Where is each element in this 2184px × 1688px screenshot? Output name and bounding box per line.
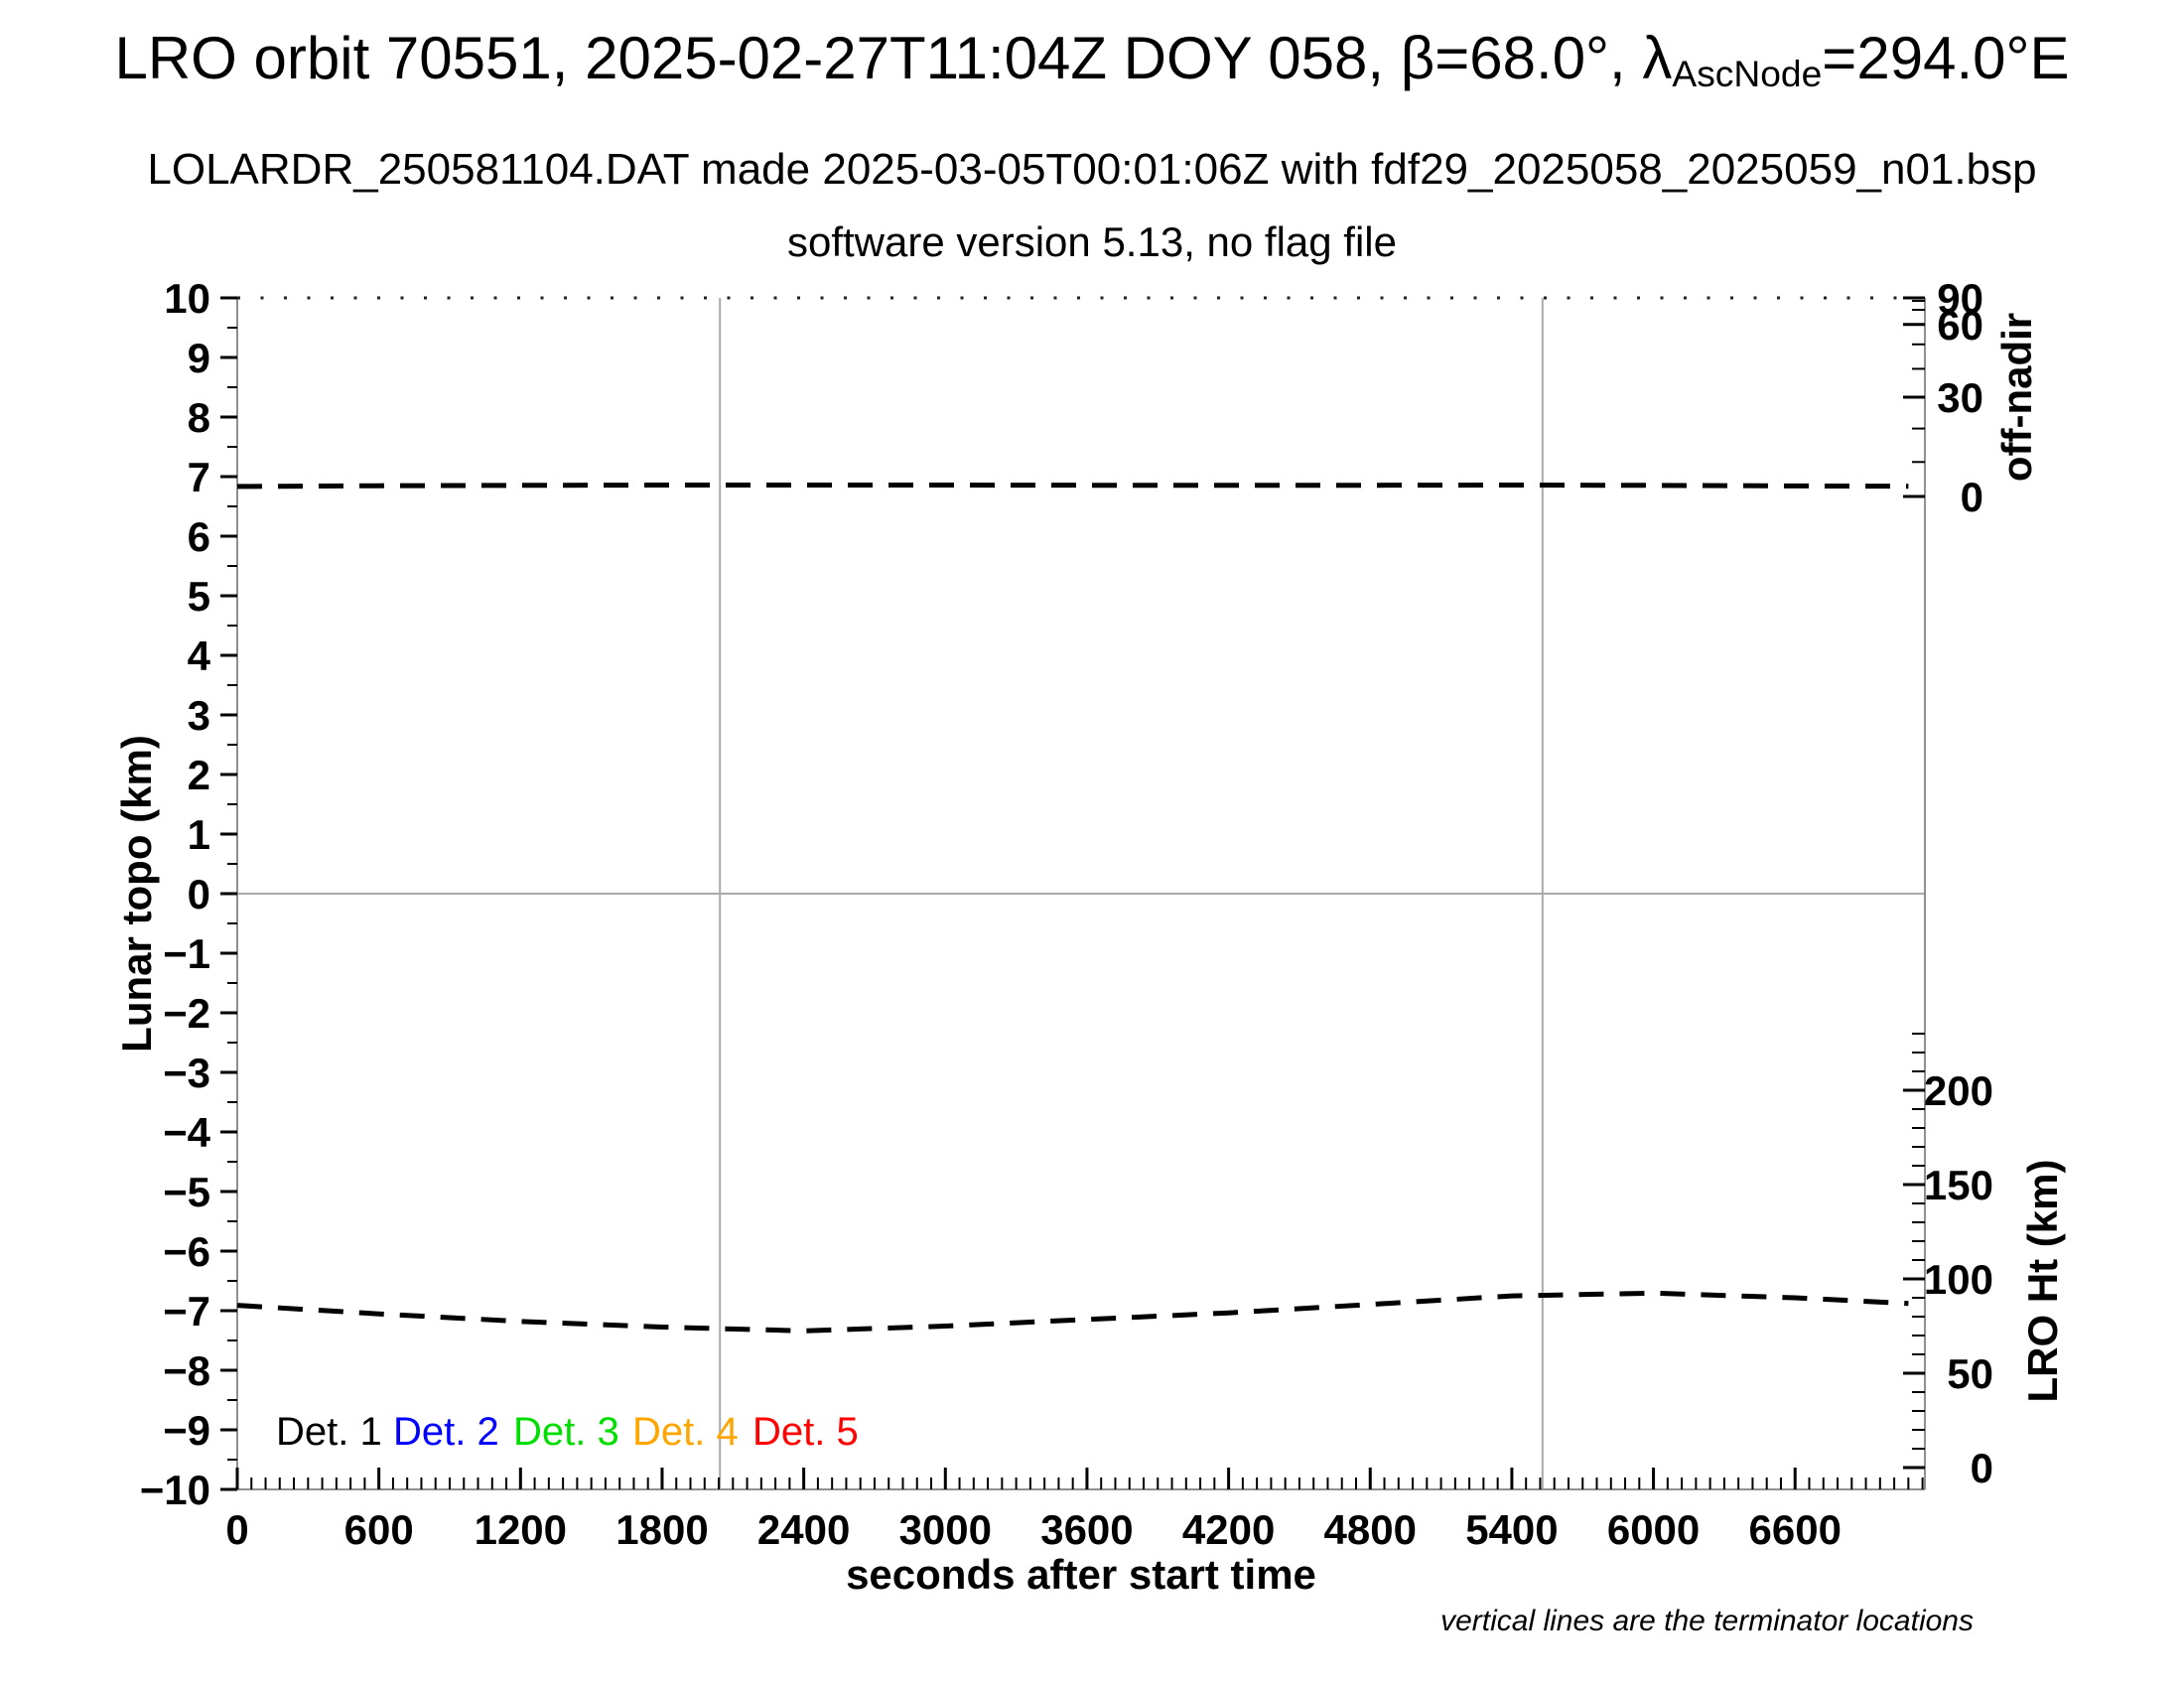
lro-ht-tick-label: 50 bbox=[1947, 1350, 1993, 1397]
y-left-tick-label: 4 bbox=[188, 633, 211, 679]
page-title: LRO orbit 70551, 2025-02-27T11:04Z DOY 0… bbox=[0, 24, 2184, 95]
off-nadir-tick-label: 0 bbox=[1961, 474, 1983, 520]
y-left-tick-label: 6 bbox=[188, 513, 210, 560]
terminator-footnote: vertical lines are the terminator locati… bbox=[1440, 1605, 1974, 1637]
title-prefix: LRO orbit 70551, 2025-02-27T11:04Z DOY 0… bbox=[114, 25, 1673, 91]
y-left-tick-label: 8 bbox=[188, 394, 210, 441]
y-left-tick-label: −9 bbox=[163, 1407, 210, 1454]
x-tick-label: 4200 bbox=[1182, 1506, 1275, 1553]
x-tick-label: 5400 bbox=[1465, 1506, 1558, 1553]
lro-ht-tick-label: 150 bbox=[1924, 1162, 1993, 1208]
x-tick-label: 1800 bbox=[615, 1506, 708, 1553]
x-tick-label: 4800 bbox=[1324, 1506, 1417, 1553]
x-tick-label: 3600 bbox=[1040, 1506, 1133, 1553]
off-nadir-tick-label: 90 bbox=[1937, 275, 1983, 322]
y-left-tick-label: 0 bbox=[188, 871, 210, 917]
x-tick-label: 6600 bbox=[1749, 1506, 1842, 1553]
y-left-tick-label: −7 bbox=[163, 1288, 210, 1335]
x-tick-label: 6000 bbox=[1607, 1506, 1700, 1553]
y-left-tick-label: 9 bbox=[188, 335, 210, 381]
y-left-tick-label: −4 bbox=[163, 1109, 211, 1156]
y-left-tick-label: −10 bbox=[140, 1467, 210, 1513]
y-left-tick-label: 3 bbox=[188, 692, 210, 739]
y-left-tick-label: 10 bbox=[164, 275, 210, 322]
y-left-tick-label: 1 bbox=[188, 811, 210, 858]
y-left-tick-label: 7 bbox=[188, 454, 210, 500]
x-tick-label: 0 bbox=[225, 1506, 248, 1553]
title-subscript: AscNode bbox=[1672, 53, 1823, 95]
y-left-tick-label: −1 bbox=[163, 930, 210, 977]
lro-ht-tick-label: 200 bbox=[1924, 1067, 1993, 1114]
off-nadir-tick-label: 30 bbox=[1937, 374, 1983, 421]
y-left-tick-label: 2 bbox=[188, 752, 210, 798]
y-left-tick-label: −5 bbox=[163, 1169, 210, 1215]
y-left-tick-label: −6 bbox=[163, 1228, 210, 1275]
x-tick-label: 2400 bbox=[757, 1506, 850, 1553]
x-tick-label: 1200 bbox=[475, 1506, 567, 1553]
x-axis-label: seconds after start time bbox=[846, 1551, 1316, 1598]
y-left-tick-label: −8 bbox=[163, 1347, 210, 1394]
software-version-line: software version 5.13, no flag file bbox=[786, 218, 1397, 265]
x-tick-label: 3000 bbox=[899, 1506, 992, 1553]
y-left-tick-label: 5 bbox=[188, 573, 210, 620]
off-nadir-angle-curve bbox=[236, 482, 1909, 490]
lro-ht-tick-label: 100 bbox=[1924, 1256, 1993, 1303]
title-suffix: =294.0°E bbox=[1822, 25, 2070, 91]
subtitle-data-file: LOLARDR_250581104.DAT made 2025-03-05T00… bbox=[147, 145, 2037, 194]
x-tick-label: 600 bbox=[344, 1506, 414, 1553]
lro-ht-tick-label: 0 bbox=[1971, 1445, 1993, 1491]
LRO-height-curve bbox=[236, 1290, 1909, 1334]
y-left-tick-label: −3 bbox=[163, 1050, 210, 1096]
y-left-tick-label: −2 bbox=[163, 990, 210, 1037]
off-nadir-tick-label: 60 bbox=[1937, 302, 1983, 349]
